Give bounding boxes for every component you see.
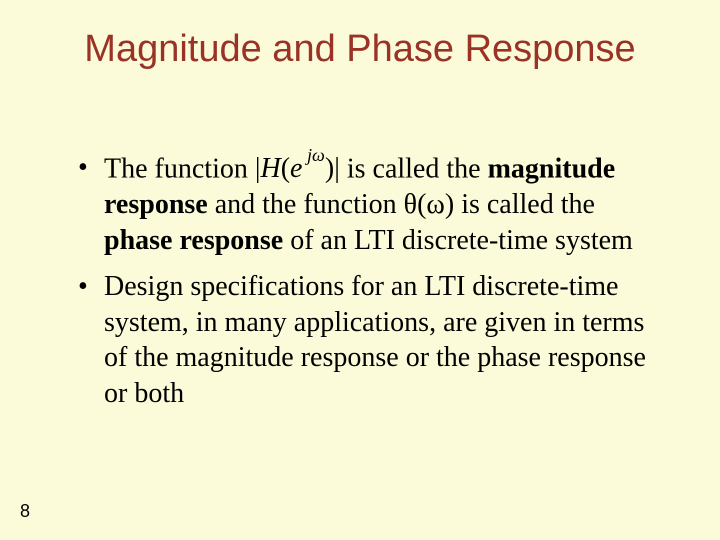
math-H: H (260, 153, 280, 184)
text-fragment: of an LTI discrete-time system (290, 225, 633, 256)
slide-body: The function |H(e jω)| is called the mag… (76, 150, 656, 422)
slide-title: Magnitude and Phase Response (0, 28, 720, 71)
text-fragment: Design specifications for an LTI discret… (104, 271, 646, 409)
math-e: e (290, 153, 302, 184)
math-theta-omega: θ(ω) (404, 189, 455, 220)
bullet-item-1: The function |H(e jω)| is called the mag… (76, 150, 656, 259)
bullet-list: The function |H(e jω)| is called the mag… (76, 150, 656, 412)
math-exponent-jw: jω (302, 145, 324, 165)
paren-open: ( (281, 153, 290, 184)
text-fragment: The function (104, 153, 255, 184)
page-number: 8 (20, 501, 30, 522)
paren-close: ) (445, 189, 454, 220)
math-theta: θ (404, 189, 417, 220)
math-omega: ω (426, 189, 444, 220)
text-fragment: and the function (215, 189, 404, 220)
slide: Magnitude and Phase Response The functio… (0, 0, 720, 540)
paren-close: ) (325, 153, 334, 184)
text-fragment: is called the (347, 153, 488, 184)
math-magnitude-H: |H(e jω)| (255, 153, 340, 184)
bullet-item-2: Design specifications for an LTI discret… (76, 269, 656, 412)
abs-bar-close: | (334, 153, 340, 184)
bold-phase-response: phase response (104, 225, 283, 256)
text-fragment: is called the (461, 189, 595, 220)
